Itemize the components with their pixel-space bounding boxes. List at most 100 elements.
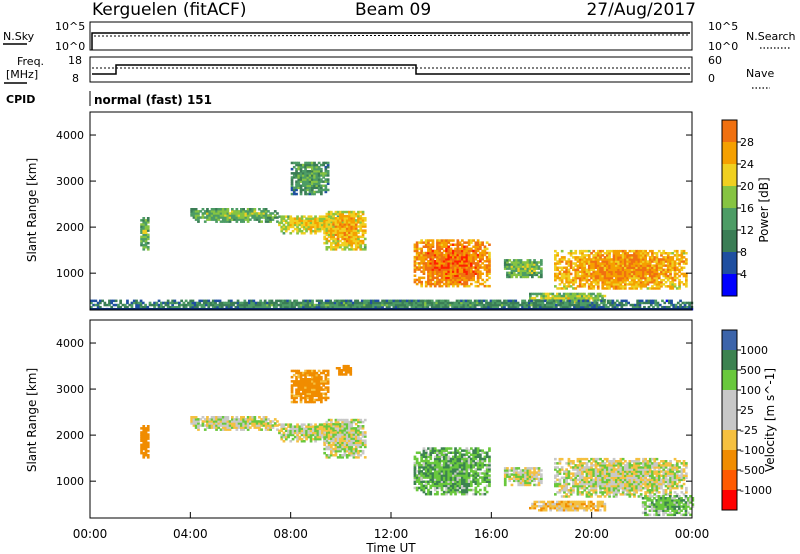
colorbar-swatch [722,164,737,187]
echo-cell-4 [361,229,365,232]
echo-cell-5 [336,447,340,451]
echo-cell-3 [320,382,323,385]
echo-cell-5 [456,284,460,288]
colorbar-swatch [722,142,737,165]
echo-cell-3 [302,373,305,377]
echo-cell-5 [418,255,421,259]
echo-cell-5 [461,251,464,255]
echo-cell-8 [581,272,584,276]
echo-cell-8 [646,287,650,290]
echo-cell-9 [444,299,448,303]
echo-cell-3 [292,384,296,387]
echo-cell-5 [467,272,471,275]
echo-cell-8 [583,260,587,263]
echo-cell-1 [219,424,223,427]
echo-cell-9 [333,299,337,303]
echo-cell-9 [252,305,256,309]
echo-cell-8 [606,260,609,263]
echo-cell-5 [472,274,475,277]
echo-cell-6 [510,267,514,270]
echo-cell-6 [433,463,437,467]
echo-cell-9 [516,303,520,307]
echo-cell-8 [565,287,568,290]
echo-cell-4 [325,221,329,224]
echo-cell-9 [458,303,461,307]
echo-cell-4 [354,227,358,230]
echo-cell-8 [576,260,580,263]
echo-cell-5 [485,255,489,259]
echo-cell-9 [410,299,414,303]
echo-cell-8 [572,278,575,282]
echo-cell-1 [235,424,239,427]
echo-cell-8 [608,262,611,265]
echo-cell-8 [554,258,557,261]
echo-cell-1 [226,216,230,219]
echo-cell-4 [361,223,365,226]
echo-cell-5 [461,260,464,263]
echo-cell-2 [289,215,293,218]
echo-cell-9 [683,305,687,309]
echo-cell-1 [194,210,198,213]
echo-cell-5 [488,270,491,273]
echo-cell-9 [241,303,244,307]
echo-cell-9 [390,301,393,305]
echo-cell-9 [139,301,143,305]
echo-cell-9 [494,299,497,303]
echo-cell-9 [241,301,244,305]
echo-cell-5 [363,435,367,438]
echo-cell-4 [348,231,351,234]
echo-cell-4 [354,219,358,222]
echo-cell-5 [447,262,451,265]
echo-cell-0 [144,223,148,226]
echo-cell-9 [469,305,472,309]
echo-cell-1 [253,424,257,427]
echo-cell-1 [217,424,221,427]
echo-cell-1 [215,214,218,217]
echo-cell-2 [325,429,329,433]
echo-cell-5 [470,264,473,267]
echo-cell-4 [352,241,356,245]
echo-cell-9 [559,301,563,305]
echo-cell-9 [408,299,411,303]
echo-cell-7 [601,296,604,300]
echo-cell-4 [330,219,333,222]
echo-cell-9 [541,303,545,307]
echo-cell-3 [308,398,312,402]
echo-cell-1 [208,214,212,217]
echo-cell-9 [270,303,274,307]
echo-cell-7 [585,294,589,298]
echo-cell-6 [535,271,539,275]
echo-cell-3 [306,382,310,385]
echo-cell-3 [317,375,321,379]
echo-cell-0 [146,237,150,241]
echo-cell-6 [431,466,435,469]
echo-cell-5 [415,258,419,261]
echo-cell-5 [327,427,331,430]
echo-cell-5 [357,443,360,447]
echo-cell-9 [503,303,506,307]
echo-cell-5 [449,262,453,265]
echo-cell-5 [327,422,331,426]
echo-cell-9 [385,301,389,305]
echo-cell-6 [438,468,442,471]
echo-cell-8 [583,270,587,274]
echo-cell-8 [630,281,634,284]
echo-cell-5 [467,251,471,255]
echo-cell-6 [433,476,437,479]
echo-cell-0 [146,241,150,245]
echo-cell-9 [230,299,233,303]
echo-cell-5 [332,443,335,447]
echo-cell-5 [447,280,451,284]
echo-cell-9 [496,303,499,307]
echo-cell-8 [651,266,654,269]
echo-cell-8 [648,276,652,280]
echo-cell-9 [90,299,93,303]
echo-cell-4 [363,229,367,232]
echo-cell-6 [427,480,430,483]
echo-cell-9 [665,299,669,303]
echo-cell-2 [303,435,306,439]
echo-cell-7 [542,292,546,296]
echo-cell-8 [651,272,654,276]
echo-cell-9 [311,305,314,309]
echo-cell-3 [313,178,316,181]
